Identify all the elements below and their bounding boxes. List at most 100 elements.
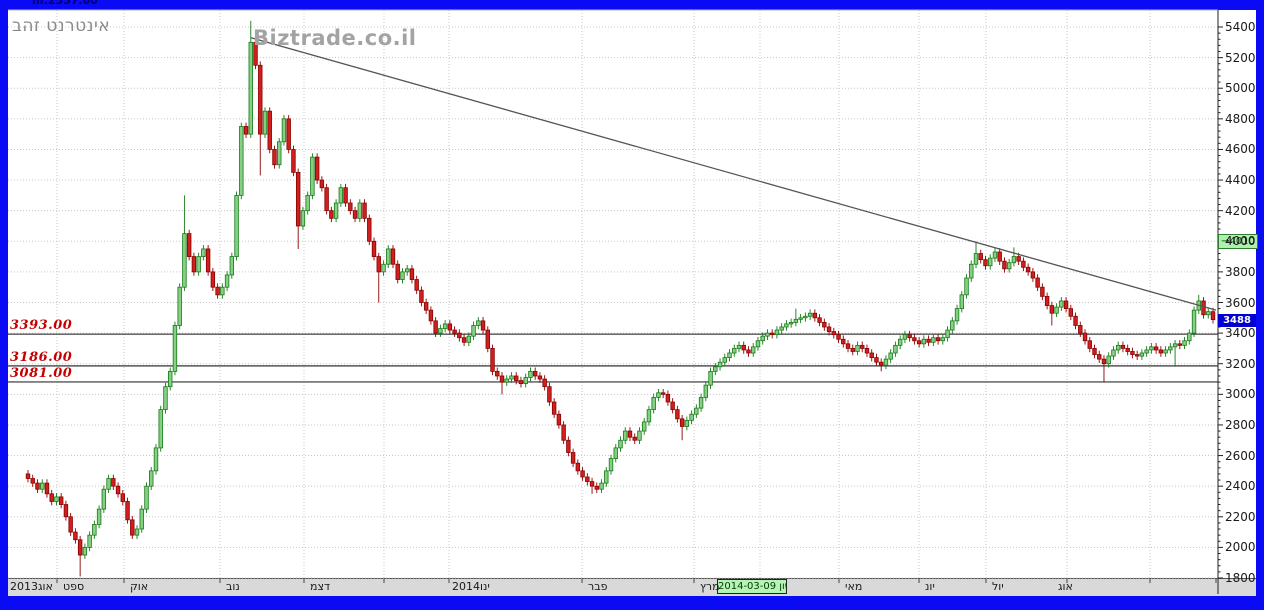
candle: [817, 317, 822, 323]
candle: [973, 253, 979, 265]
candle: [115, 485, 121, 495]
candle: [969, 263, 974, 279]
candle: [803, 315, 808, 319]
candle: [158, 409, 163, 449]
reference-price-tag: →4010: [1218, 233, 1258, 249]
candle: [831, 331, 836, 336]
candle: [499, 375, 505, 383]
candle: [1049, 305, 1055, 314]
candle: [120, 493, 125, 502]
candle: [205, 248, 211, 273]
candle: [608, 458, 614, 472]
candle: [684, 419, 690, 427]
candle: [386, 248, 391, 265]
candle: [1059, 300, 1064, 308]
y-axis-label: 5000: [1225, 81, 1256, 96]
candle: [40, 482, 45, 490]
candle: [466, 335, 472, 343]
candle: [855, 344, 860, 352]
y-axis-label: 3800: [1225, 264, 1256, 279]
candle: [860, 344, 865, 349]
candle: [954, 308, 960, 322]
candle: [452, 329, 457, 334]
candle: [765, 332, 770, 337]
candle: [883, 358, 889, 366]
candle: [404, 268, 410, 273]
candle: [1139, 352, 1145, 357]
month-label: נוב: [226, 580, 240, 593]
candle: [419, 289, 424, 303]
candle: [182, 233, 187, 288]
candle: [262, 110, 268, 135]
candle: [49, 493, 54, 502]
support-price-label: 3186.00: [10, 349, 73, 365]
candle: [371, 240, 377, 257]
candle: [258, 64, 263, 135]
candle: [547, 386, 552, 403]
candle: [25, 473, 31, 479]
candle: [395, 263, 400, 280]
candle: [281, 118, 287, 143]
candle: [850, 348, 855, 352]
candle: [528, 370, 533, 378]
candle: [566, 439, 571, 453]
candle: [665, 393, 671, 403]
candle: [153, 447, 159, 472]
month-label: דצמ: [310, 580, 331, 593]
candle: [514, 375, 519, 381]
candle: [670, 401, 675, 411]
month-label: יול: [992, 580, 1004, 593]
candle: [907, 334, 912, 339]
candle: [111, 478, 116, 487]
candle: [310, 156, 315, 196]
candle: [101, 488, 107, 510]
candle: [656, 392, 661, 398]
candle: [82, 546, 88, 556]
candle: [1030, 271, 1036, 279]
candle: [722, 357, 727, 363]
candle: [542, 378, 547, 388]
candle: [239, 126, 244, 196]
candle: [585, 476, 590, 482]
candle: [409, 268, 415, 280]
candle: [509, 375, 514, 380]
candle: [201, 248, 206, 257]
candle: [826, 326, 832, 332]
candle: [210, 271, 216, 288]
candle: [556, 413, 562, 426]
candle: [1035, 277, 1040, 288]
candle: [518, 380, 524, 385]
candle: [1130, 351, 1135, 355]
candle: [1040, 286, 1045, 297]
candle: [1068, 308, 1073, 317]
candle: [841, 338, 846, 345]
candle: [35, 482, 40, 490]
gridlines: [8, 9, 1218, 579]
candle: [1177, 343, 1183, 346]
candle: [139, 508, 144, 530]
candle: [376, 256, 381, 273]
candle: [253, 41, 258, 66]
candle: [333, 202, 339, 219]
candle: [1182, 340, 1187, 346]
chart-title: אינטרנט זהב: [12, 16, 111, 36]
candle: [1206, 311, 1211, 316]
candle: [1073, 315, 1078, 326]
month-label: מרץ: [700, 580, 720, 593]
candle: [438, 328, 443, 334]
candle: [537, 375, 543, 380]
candle: [741, 344, 746, 351]
clipped-indicator-value: m:2557.00: [32, 0, 98, 7]
candle: [191, 256, 197, 273]
candle: [845, 343, 851, 349]
candle: [746, 349, 751, 354]
candle: [447, 323, 453, 331]
candle: [267, 110, 272, 150]
candle: [234, 194, 239, 257]
candle: [959, 294, 964, 310]
month-label: אוק: [130, 580, 149, 593]
candle: [713, 366, 718, 372]
candle: [964, 277, 969, 296]
candle: [1111, 349, 1116, 357]
